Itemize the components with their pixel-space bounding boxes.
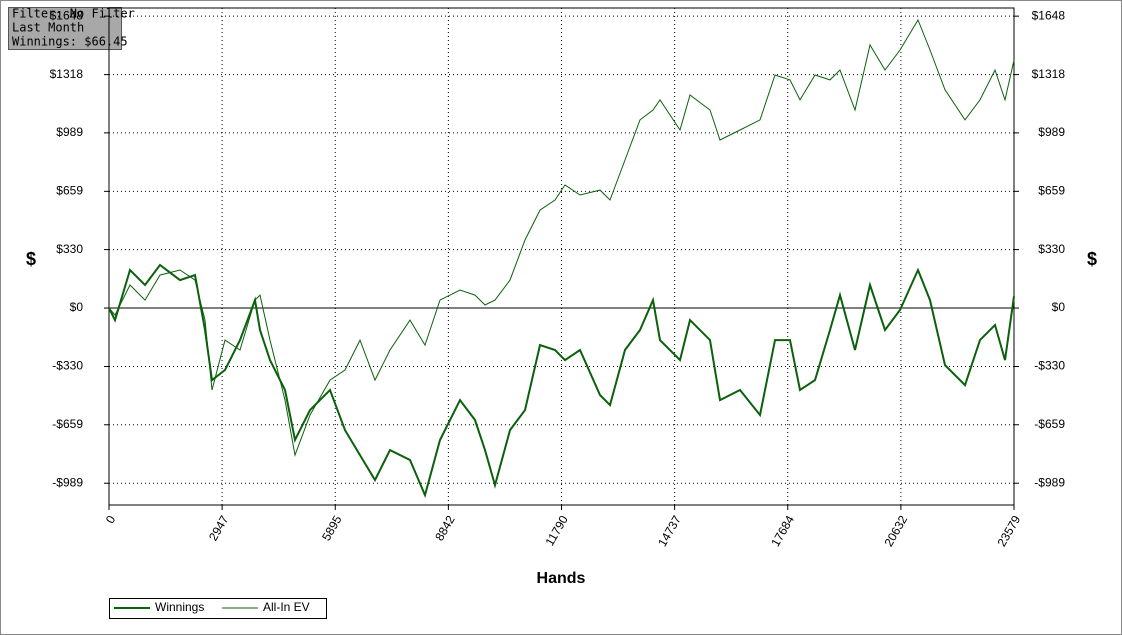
y-tick-label: -$330 [52, 359, 83, 373]
y2-tick-label: -$659 [1034, 417, 1065, 431]
y-tick-label: $989 [56, 125, 83, 139]
legend [109, 598, 327, 619]
y-tick-label: $0 [70, 300, 84, 314]
y2-tick-label: -$330 [1034, 359, 1065, 373]
y2-tick-label: $659 [1038, 183, 1065, 197]
y2-tick-label: -$989 [1034, 475, 1065, 489]
plot-frame [108, 7, 1015, 506]
filter-text: Winnings: $66.45 [12, 35, 128, 49]
legend-label: All-In EV [263, 600, 310, 614]
x-axis-title: Hands [537, 570, 586, 587]
y-tick-label: -$989 [52, 475, 83, 489]
series-line [108, 263, 1015, 499]
y-tick-label: $330 [56, 242, 83, 256]
legend-label: Winnings [155, 600, 204, 614]
y-tick-label: $1648 [50, 8, 84, 22]
y2-tick-label: $989 [1038, 125, 1065, 139]
y-tick-label: $1318 [50, 67, 84, 81]
filter-text: Last Month [12, 21, 84, 35]
filter-box [8, 7, 122, 50]
y2-tick-label: $1648 [1032, 8, 1066, 22]
y-axis-title: $ [26, 249, 36, 269]
y-tick-label: -$659 [52, 417, 83, 431]
y2-tick-label: $1318 [1032, 67, 1066, 81]
y2-tick-label: $330 [1038, 242, 1065, 256]
y-tick-label: $659 [56, 183, 83, 197]
series-line [108, 18, 1015, 457]
y2-axis-title: $ [1087, 249, 1097, 269]
y2-tick-label: $0 [1052, 300, 1066, 314]
filter-text: Filter: No Filter [12, 7, 135, 21]
